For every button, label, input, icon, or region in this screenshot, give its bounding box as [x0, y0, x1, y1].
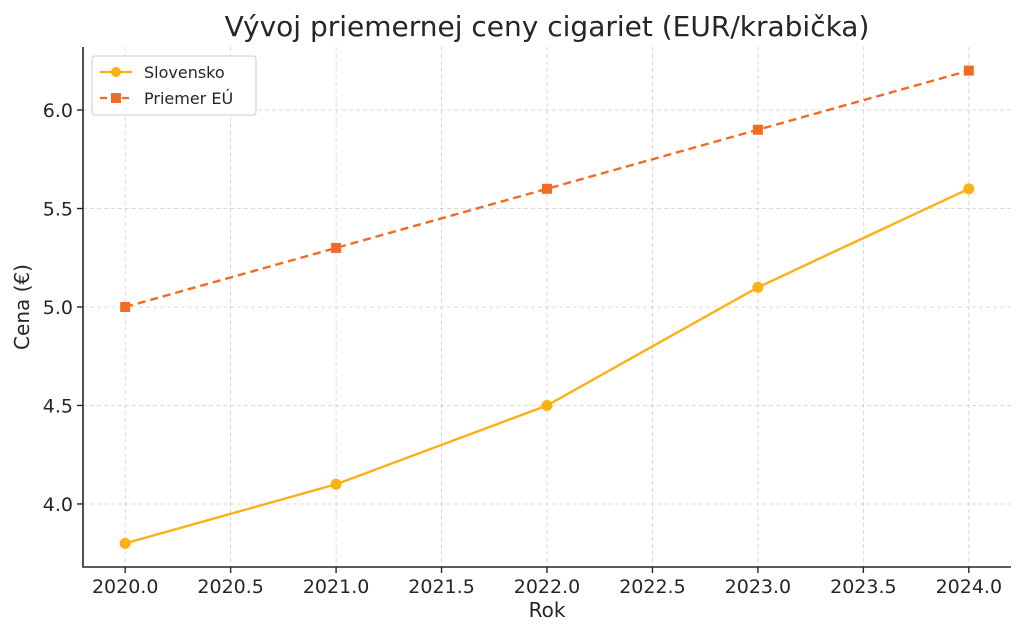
x-tick-label: 2022.0: [514, 576, 580, 598]
y-tick-label: 4.0: [43, 494, 73, 516]
series-layer: [119, 65, 975, 549]
y-tick-label: 5.5: [43, 199, 73, 221]
legend-box: [91, 55, 257, 116]
y-axis-label: Cena (€): [10, 264, 34, 350]
x-tick-label: 2023.5: [830, 576, 896, 598]
x-tick-label: 2022.5: [619, 576, 685, 598]
x-axis-label: Rok: [529, 598, 566, 622]
x-tick-label: 2021.0: [303, 576, 369, 598]
data-point-slovensko: [119, 537, 131, 549]
chart-title: Vývoj priemernej ceny cigariet (EUR/krab…: [225, 10, 870, 43]
data-point-priemer-eu: [331, 242, 342, 253]
legend: Slovensko Priemer EÚ: [91, 55, 257, 116]
data-point-slovensko: [541, 399, 553, 411]
data-point-priemer-eu: [752, 124, 763, 135]
y-axis-ticks: 4.0 4.5 5.0 5.5 6.0: [43, 100, 83, 516]
data-point-slovensko: [752, 281, 764, 293]
y-tick-label: 4.5: [43, 395, 73, 417]
legend-marker-priemer-eu: [111, 93, 121, 103]
data-point-priemer-eu: [120, 302, 131, 312]
series-slovensko: [119, 183, 975, 549]
legend-marker-slovensko: [111, 67, 121, 77]
legend-label-priemer-eu: Priemer EÚ: [144, 89, 233, 108]
x-tick-label: 2021.5: [408, 576, 474, 598]
series-line-priemer-eu: [124, 69, 970, 309]
axis-spines: [82, 47, 1011, 568]
x-tick-label: 2023.0: [725, 576, 791, 598]
x-tick-label: 2020.0: [92, 576, 158, 598]
data-point-slovensko: [330, 478, 342, 490]
x-tick-label: 2020.5: [197, 576, 263, 598]
x-tick-label: 2024.0: [936, 576, 1002, 598]
x-axis-ticks: 2020.0 2020.5 2021.0 2021.5 2022.0 2022.5 2023…: [92, 567, 1002, 598]
legend-label-slovensko: Slovensko: [144, 63, 225, 82]
data-point-slovensko: [963, 183, 975, 195]
data-point-priemer-eu: [542, 183, 552, 194]
series-priemer-eu: [120, 65, 974, 312]
y-tick-label: 5.0: [43, 297, 73, 319]
y-tick-label: 6.0: [43, 100, 73, 122]
data-point-priemer-eu: [963, 65, 974, 76]
grid-lines: [83, 47, 1011, 567]
